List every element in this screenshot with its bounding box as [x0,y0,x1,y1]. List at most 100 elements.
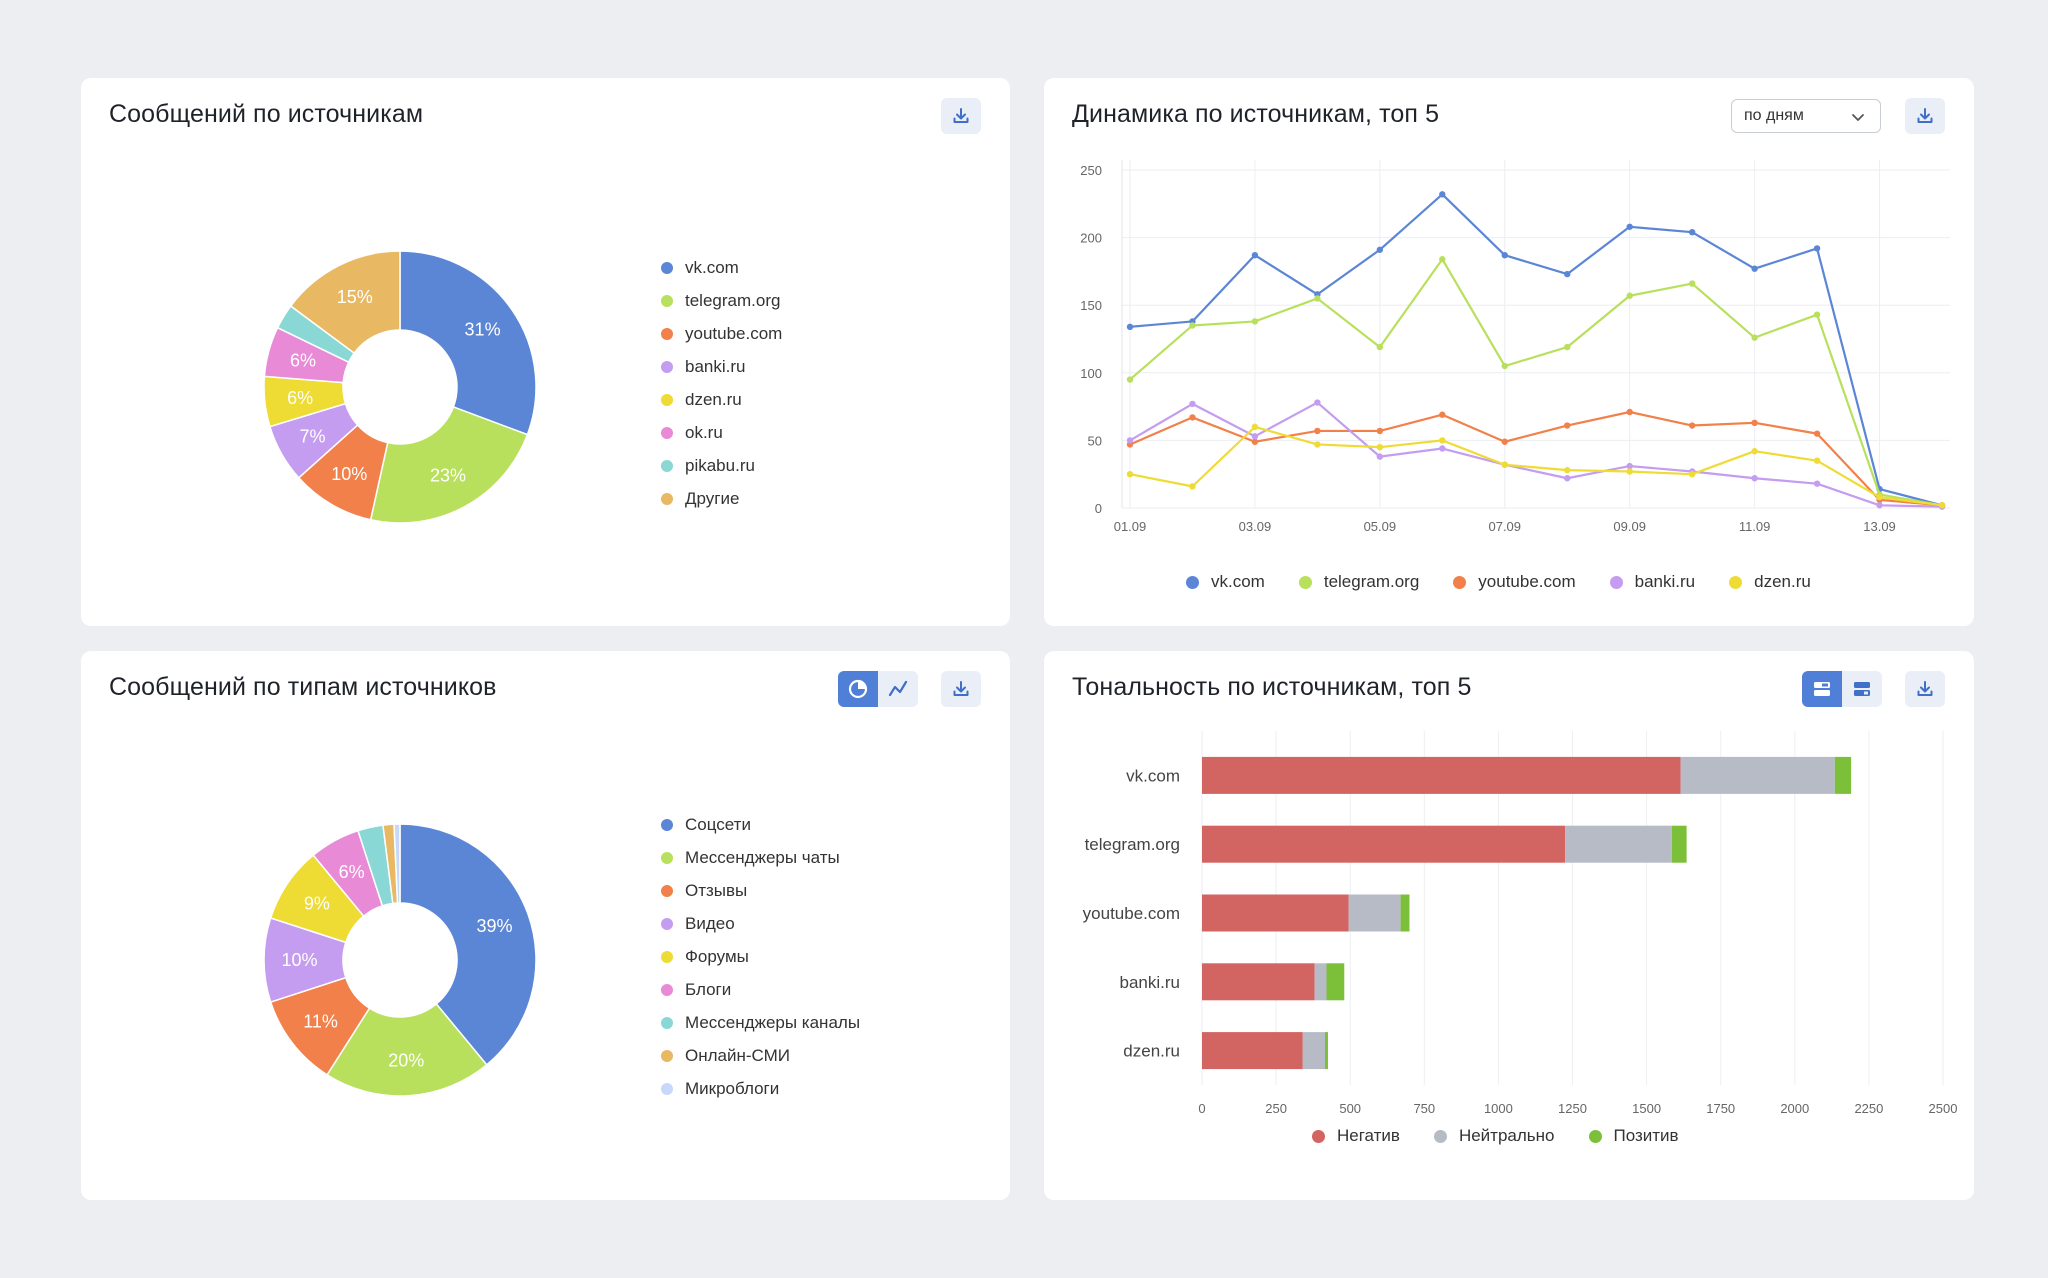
pie-slice-соцсети[interactable] [399,823,537,1066]
legend-item-онлайн-сми[interactable]: Онлайн-СМИ [661,1039,860,1072]
bar-youtube-com-нейтрально[interactable] [1348,894,1401,932]
pie-slice-микроблоги[interactable] [393,823,401,904]
legend-item-позитив[interactable]: Позитив [1588,1126,1679,1146]
legend-item-banki-ru[interactable]: banki.ru [1609,572,1695,592]
bar-dzen-ru-нейтрально[interactable] [1302,1032,1326,1070]
pie-slice-мессенджеры-чаты[interactable] [326,1002,488,1097]
bar-telegram-org-позитив[interactable] [1671,825,1687,863]
data-point-vk-com[interactable] [1439,191,1446,198]
data-point-banki-ru[interactable] [1439,445,1446,452]
data-point-dzen-ru[interactable] [1938,502,1946,509]
data-point-vk-com[interactable] [1813,245,1821,252]
period-select[interactable]: по дням [1731,99,1881,133]
data-point-youtube-com[interactable] [1439,411,1446,418]
data-point-banki-ru[interactable] [1564,475,1571,482]
series-line-telegram-org[interactable] [1129,258,1943,507]
legend-item-vk-com[interactable]: vk.com [661,251,782,284]
legend-item-другие[interactable]: Другие [661,482,782,515]
data-point-youtube-com[interactable] [1501,438,1508,445]
data-point-vk-com[interactable] [1564,270,1571,278]
bar-telegram-org-негатив[interactable] [1202,825,1566,863]
data-point-banki-ru[interactable] [1626,462,1633,470]
legend-item-видео[interactable]: Видео [661,907,860,940]
data-point-banki-ru[interactable] [1876,502,1883,509]
data-point-telegram-org[interactable] [1501,362,1508,370]
data-point-telegram-org[interactable] [1751,334,1758,341]
bar-youtube-com-позитив[interactable] [1400,894,1410,932]
download-button[interactable] [941,98,981,134]
data-point-vk-com[interactable] [1751,265,1758,272]
legend-item-форумы[interactable]: Форумы [661,940,860,973]
legend-item-youtube-com[interactable]: youtube.com [1453,572,1576,592]
data-point-youtube-com[interactable] [1376,427,1384,435]
legend-item-vk-com[interactable]: vk.com [1186,572,1265,592]
bar-banki-ru-позитив[interactable] [1326,963,1345,1001]
data-point-banki-ru[interactable] [1189,400,1196,408]
bar-banki-ru-нейтрально[interactable] [1314,963,1327,1001]
pie-slice-telegram-org[interactable] [369,405,529,524]
data-point-telegram-org[interactable] [1439,256,1446,263]
legend-item-мессенджеры-каналы[interactable]: Мессенджеры каналы [661,1006,860,1039]
data-point-vk-com[interactable] [1376,246,1384,253]
data-point-youtube-com[interactable] [1626,408,1633,416]
line-view-toggle[interactable] [878,671,918,707]
legend-item-негатив[interactable]: Негатив [1312,1126,1400,1146]
bar-vk-com-позитив[interactable] [1834,756,1852,794]
data-point-telegram-org[interactable] [1251,318,1259,325]
bar-banki-ru-негатив[interactable] [1202,963,1315,1001]
data-point-dzen-ru[interactable] [1876,493,1883,501]
pie-slice-vk-com[interactable] [399,250,537,436]
data-point-telegram-org[interactable] [1376,343,1384,351]
series-line-vk-com[interactable] [1129,193,1943,507]
data-point-banki-ru[interactable] [1376,453,1384,460]
bar-telegram-org-нейтрально[interactable] [1565,825,1672,863]
data-point-banki-ru[interactable] [1126,437,1134,444]
data-point-telegram-org[interactable] [1126,376,1134,383]
data-point-vk-com[interactable] [1126,323,1134,331]
download-button[interactable] [1905,671,1945,707]
data-point-dzen-ru[interactable] [1564,466,1571,474]
data-point-vk-com[interactable] [1626,223,1633,230]
data-point-dzen-ru[interactable] [1626,468,1633,475]
data-point-banki-ru[interactable] [1813,480,1821,487]
legend-item-соцсети[interactable]: Соцсети [661,808,860,841]
download-button[interactable] [1905,98,1945,134]
data-point-youtube-com[interactable] [1688,422,1696,429]
grouped-view-toggle[interactable] [1842,671,1882,707]
legend-item-youtube-com[interactable]: youtube.com [661,317,782,350]
bar-dzen-ru-негатив[interactable] [1202,1032,1303,1070]
bar-vk-com-негатив[interactable] [1202,756,1681,794]
series-line-youtube-com[interactable] [1129,410,1943,507]
data-point-telegram-org[interactable] [1688,280,1696,287]
data-point-dzen-ru[interactable] [1189,483,1196,490]
legend-item-нейтрально[interactable]: Нейтрально [1433,1126,1555,1146]
data-point-dzen-ru[interactable] [1126,471,1134,478]
data-point-dzen-ru[interactable] [1314,441,1321,448]
legend-item-ok-ru[interactable]: ok.ru [661,416,782,449]
data-point-dzen-ru[interactable] [1751,448,1758,455]
legend-item-отзывы[interactable]: Отзывы [661,874,860,907]
data-point-youtube-com[interactable] [1564,422,1571,429]
data-point-dzen-ru[interactable] [1439,437,1446,444]
legend-item-banki-ru[interactable]: banki.ru [661,350,782,383]
bar-dzen-ru-позитив[interactable] [1325,1032,1328,1070]
series-line-dzen-ru[interactable] [1129,425,1943,507]
data-point-dzen-ru[interactable] [1251,423,1259,431]
pie-slice-другие[interactable] [289,250,401,355]
series-line-banki-ru[interactable] [1129,401,1943,508]
bar-vk-com-нейтрально[interactable] [1680,756,1835,794]
data-point-dzen-ru[interactable] [1376,443,1384,451]
data-point-telegram-org[interactable] [1564,343,1571,351]
data-point-dzen-ru[interactable] [1688,471,1696,478]
legend-item-блоги[interactable]: Блоги [661,973,860,1006]
data-point-dzen-ru[interactable] [1501,461,1508,468]
legend-item-pikabu-ru[interactable]: pikabu.ru [661,449,782,482]
data-point-vk-com[interactable] [1688,228,1696,236]
data-point-youtube-com[interactable] [1813,430,1821,437]
legend-item-dzen-ru[interactable]: dzen.ru [661,383,782,416]
data-point-telegram-org[interactable] [1626,292,1633,299]
data-point-youtube-com[interactable] [1189,414,1196,421]
data-point-banki-ru[interactable] [1251,433,1259,440]
data-point-youtube-com[interactable] [1314,427,1321,435]
data-point-vk-com[interactable] [1251,251,1259,259]
